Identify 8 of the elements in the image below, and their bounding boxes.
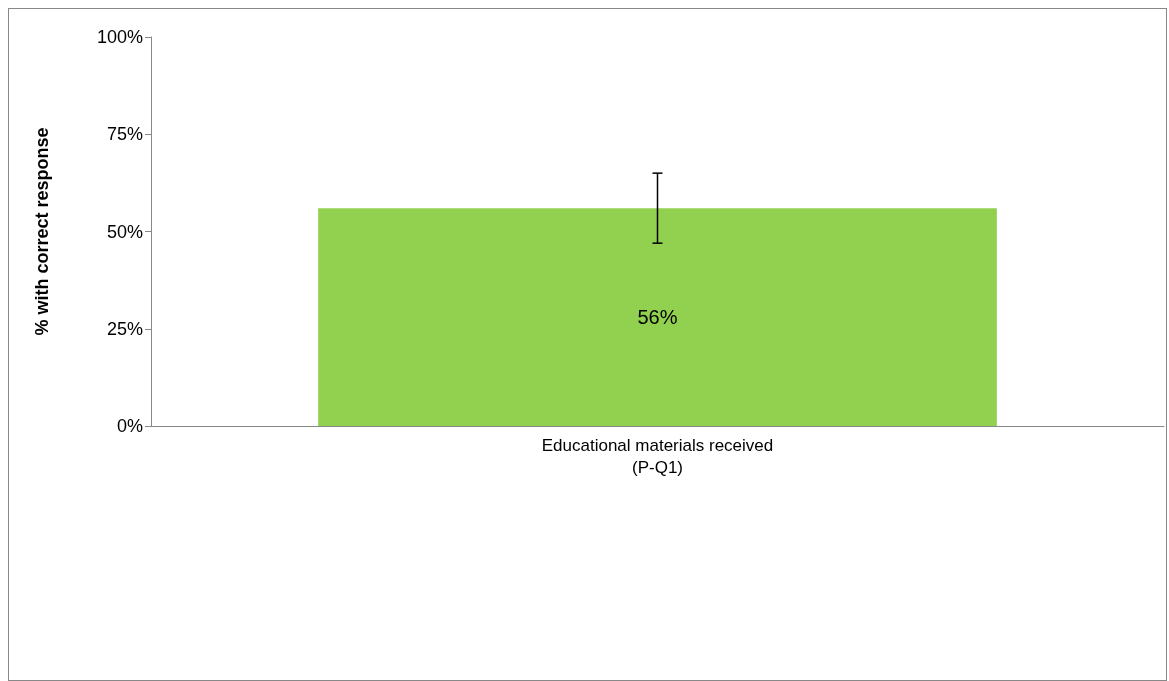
- y-tick-label: 25%: [106, 318, 143, 339]
- x-tick-label: Educational materials received (P-Q1): [541, 435, 774, 477]
- y-axis-title: % with correct response: [32, 127, 52, 336]
- data-label: 56%: [637, 306, 678, 329]
- y-tick-label: 0%: [116, 416, 143, 436]
- y-tick-label: 75%: [106, 124, 143, 145]
- y-tick-label: 50%: [106, 221, 143, 242]
- y-tick-label: 100%: [96, 27, 143, 47]
